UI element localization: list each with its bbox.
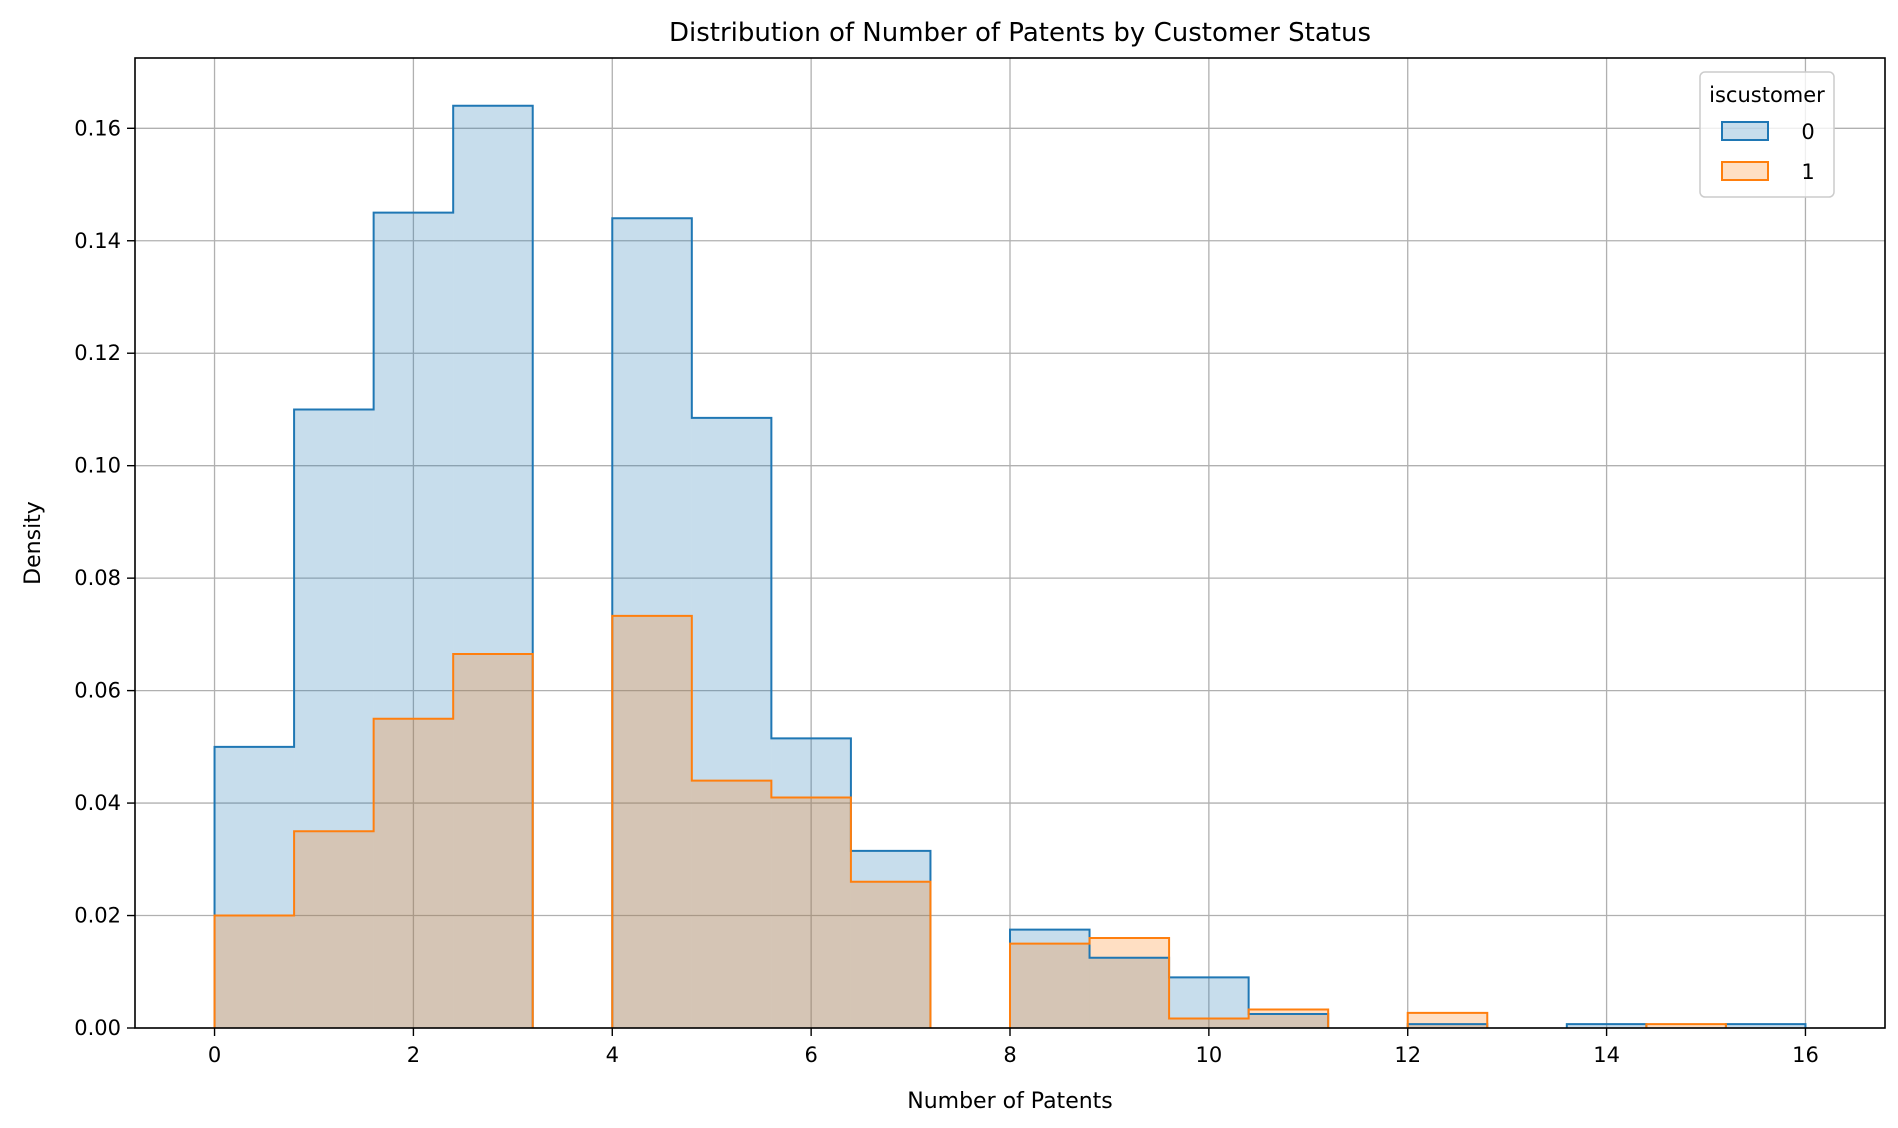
series-outlines xyxy=(213,104,1807,1028)
y-tick-label: 0.06 xyxy=(74,679,121,703)
legend: iscustomer 01 xyxy=(1699,71,1835,198)
bar-series-0 xyxy=(850,850,931,1028)
bar-series-0 xyxy=(1566,1024,1647,1028)
outline-series-1 xyxy=(213,614,1727,1028)
chart-title: Distribution of Number of Patents by Cus… xyxy=(669,18,1371,48)
x-tick-label: 16 xyxy=(1792,1043,1819,1067)
bar-series-0 xyxy=(373,212,454,1028)
legend-label-1: 1 xyxy=(1801,160,1814,184)
bar-series-0 xyxy=(1248,1013,1329,1028)
bar-series-0 xyxy=(1089,957,1170,1028)
histogram-bars xyxy=(214,105,1806,1029)
x-tick-label: 0 xyxy=(208,1043,221,1067)
bar-series-0 xyxy=(1010,929,1090,1028)
bar-series-0 xyxy=(612,218,692,1028)
bar-series-0 xyxy=(1169,977,1249,1028)
y-tick-label: 0.02 xyxy=(74,904,121,928)
y-tick-label: 0.12 xyxy=(74,341,121,365)
bar-series-1 xyxy=(1089,938,1170,1028)
x-tick-label: 6 xyxy=(804,1043,817,1067)
bar-series-1 xyxy=(1248,1009,1329,1028)
x-axis-title: Number of Patents xyxy=(907,1089,1113,1114)
y-tick-label: 0.14 xyxy=(74,229,121,253)
legend-label-0: 0 xyxy=(1801,120,1814,144)
bar-series-0 xyxy=(771,738,851,1028)
bar-series-0 xyxy=(1725,1024,1806,1028)
y-tick-label: 0.00 xyxy=(74,1016,121,1040)
bar-series-1 xyxy=(1169,1018,1249,1028)
bar-series-1 xyxy=(1010,943,1090,1028)
x-tick-label: 14 xyxy=(1593,1043,1620,1067)
legend-swatch-0 xyxy=(1721,121,1769,141)
x-tick-label: 2 xyxy=(407,1043,420,1067)
legend-items: 01 xyxy=(1721,120,1815,184)
bar-series-1 xyxy=(691,780,772,1028)
bar-series-1 xyxy=(294,831,374,1028)
y-tick-label: 0.04 xyxy=(74,791,121,815)
bar-series-1 xyxy=(612,615,692,1028)
bar-series-1 xyxy=(373,718,454,1028)
bar-series-1 xyxy=(1407,1012,1488,1028)
bar-series-1 xyxy=(453,654,533,1028)
y-tick-label: 0.08 xyxy=(74,566,121,590)
bar-series-1 xyxy=(214,915,295,1028)
x-tick-label: 4 xyxy=(606,1043,619,1067)
y-axis-title: Density xyxy=(21,501,46,585)
bar-series-0 xyxy=(453,105,533,1028)
x-tick-label: 10 xyxy=(1195,1043,1222,1067)
y-tick-label: 0.10 xyxy=(74,454,121,478)
x-tick-label: 8 xyxy=(1003,1043,1016,1067)
legend-swatch-1 xyxy=(1721,161,1769,181)
y-axis-ticks: 0.00 0.02 0.04 0.06 0.08 0.10 0.12 0.14 0.16 xyxy=(74,116,135,1040)
bar-series-0 xyxy=(294,409,374,1028)
grid-lines xyxy=(135,58,1885,1029)
x-axis-ticks: 0 2 4 6 8 10 12 14 16 xyxy=(208,1028,1819,1067)
bar-series-0 xyxy=(1407,1024,1488,1028)
x-tick-label: 12 xyxy=(1394,1043,1421,1067)
bar-series-1 xyxy=(1646,1024,1726,1028)
bar-series-0 xyxy=(691,417,772,1029)
legend-title: iscustomer xyxy=(1709,83,1825,107)
bar-series-1 xyxy=(771,797,851,1028)
bar-series-0 xyxy=(214,746,295,1028)
bar-series-1 xyxy=(850,881,931,1028)
y-tick-label: 0.16 xyxy=(74,116,121,140)
